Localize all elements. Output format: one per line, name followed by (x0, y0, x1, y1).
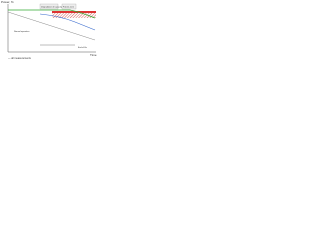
label: End of life (78, 47, 88, 49)
label: Failure zone (63, 7, 75, 9)
label: Normal operation (14, 30, 29, 33)
label: Degradation of capacity (41, 6, 62, 9)
diagram: Power, % Time Degradation of capacity Fa… (1, 0, 97, 60)
footnote: — all measurements (8, 57, 32, 60)
x-label: Time (90, 53, 97, 57)
y-label: Power, % (1, 0, 14, 4)
green-curve (8, 9, 96, 19)
blue-curve (39, 13, 96, 31)
label-box (39, 3, 59, 10)
failure-band (52, 11, 96, 18)
label-box (61, 3, 77, 10)
grey-curve (7, 11, 96, 41)
failure-band-edge (52, 11, 96, 13)
page: Power, % Time Degradation of capacity Fa… (0, 0, 100, 62)
